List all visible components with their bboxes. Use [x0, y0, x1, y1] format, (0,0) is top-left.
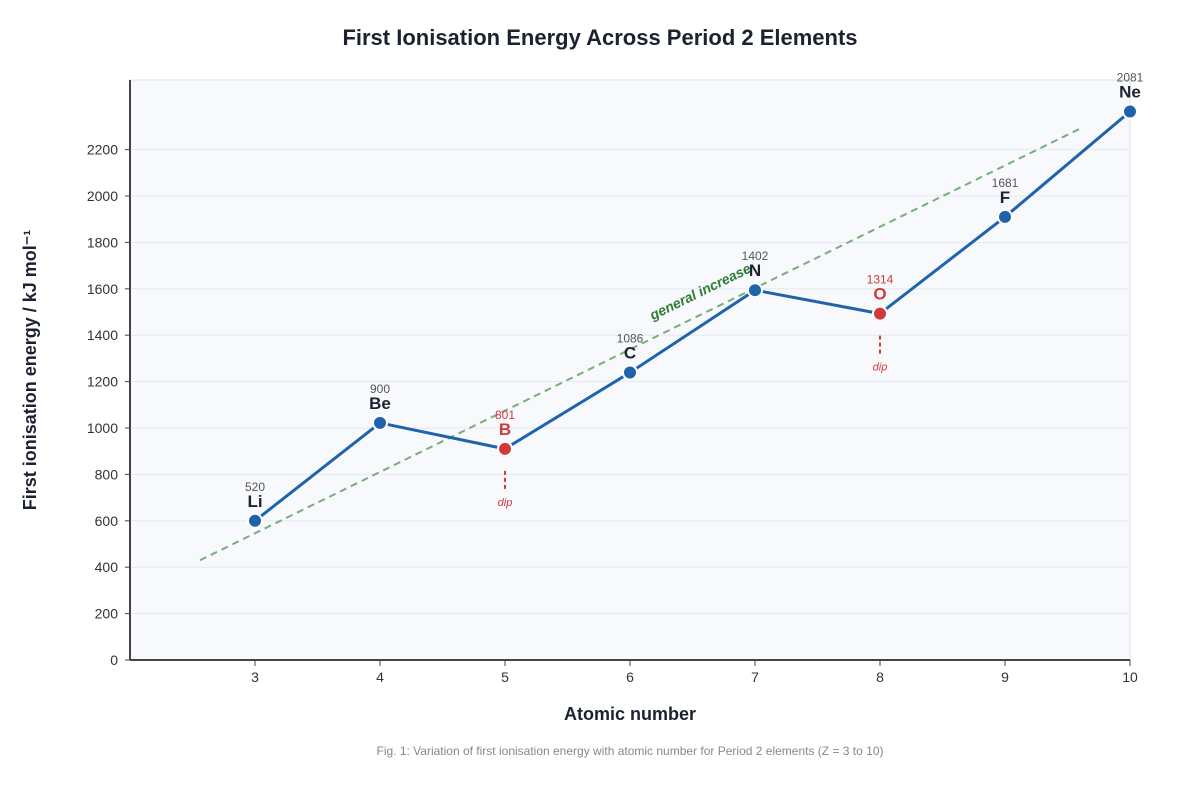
element-symbol-c: C [624, 344, 636, 363]
data-point-f [997, 208, 1013, 225]
x-tick-label: 5 [501, 669, 509, 685]
data-point-b [497, 440, 513, 457]
trend-line [199, 127, 1081, 562]
y-tick-label: 2200 [87, 142, 118, 158]
x-tick-label: 10 [1122, 669, 1138, 685]
chart-title: First Ionisation Energy Across Period 2 … [342, 25, 857, 50]
y-tick-label: 400 [95, 559, 119, 575]
y-axis-ticks: 0 200 400 600 800 1000 1200 1400 1600 1800 2000 220… [87, 142, 130, 668]
data-point-be [372, 414, 388, 431]
data-point-o [872, 305, 888, 322]
x-tick-label: 6 [626, 669, 634, 685]
data-point-n [747, 282, 763, 299]
x-tick-label: 9 [1001, 669, 1009, 685]
x-axis-label: Atomic number [564, 704, 696, 724]
dip-note: dip [498, 497, 513, 509]
y-tick-label: 2000 [87, 188, 118, 204]
y-tick-label: 1200 [87, 374, 118, 390]
y-tick-label: 200 [95, 606, 119, 622]
element-symbol-ne: Ne [1119, 83, 1141, 102]
y-tick-label: 1600 [87, 281, 118, 297]
x-axis-ticks: 3 4 5 6 7 8 9 10 [251, 660, 1138, 685]
series-line [254, 110, 1131, 522]
data-point-ne [1122, 103, 1138, 120]
data-label-b: 801 [495, 408, 515, 422]
element-symbol-li: Li [247, 492, 262, 511]
dip-note: dip [873, 362, 888, 374]
y-tick-label: 1000 [87, 420, 118, 436]
x-tick-label: 7 [751, 669, 759, 685]
data-label-li: 520 [245, 480, 265, 494]
data-label-be: 900 [370, 382, 390, 396]
y-tick-label: 800 [95, 466, 119, 482]
element-symbol-n: N [749, 261, 761, 280]
x-tick-label: 3 [251, 669, 259, 685]
data-point-li [247, 512, 263, 529]
y-axis-label: First ionisation energy / kJ mol⁻¹ [20, 230, 40, 511]
element-symbol-b: B [499, 420, 511, 439]
data-label-ne: 2081 [1117, 71, 1144, 85]
y-tick-label: 1400 [87, 327, 118, 343]
element-symbol-o: O [873, 285, 886, 304]
data-point-c [622, 364, 638, 381]
data-label-o: 1314 [867, 273, 894, 287]
y-tick-label: 600 [95, 513, 119, 529]
data-label-f: 1681 [992, 176, 1019, 190]
data-label-n: 1402 [742, 249, 769, 263]
element-symbol-f: F [1000, 188, 1010, 207]
figure-caption: Fig. 1: Variation of first ionisation en… [376, 744, 883, 758]
y-tick-label: 0 [110, 652, 118, 668]
x-tick-label: 4 [376, 669, 384, 685]
grid-lines [130, 149, 1130, 615]
data-label-c: 1086 [617, 332, 644, 346]
x-tick-label: 8 [876, 669, 884, 685]
y-tick-label: 1800 [87, 234, 118, 250]
element-symbol-be: Be [369, 394, 391, 413]
